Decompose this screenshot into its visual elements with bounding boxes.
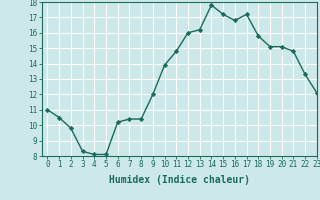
X-axis label: Humidex (Indice chaleur): Humidex (Indice chaleur): [109, 175, 250, 185]
